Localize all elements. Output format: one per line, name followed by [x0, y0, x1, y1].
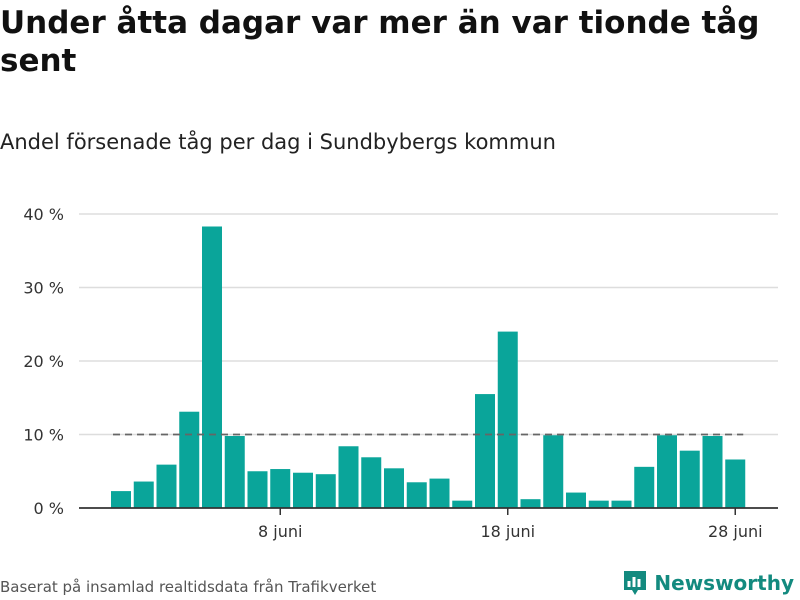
y-tick-label: 10 % [23, 426, 64, 445]
bar [133, 481, 154, 508]
x-tick-label: 28 juni [708, 522, 763, 541]
bar [338, 446, 359, 508]
newsworthy-logo-icon [624, 571, 647, 595]
bar [497, 331, 518, 508]
chart-title: Under åtta dagar var mer än var tionde t… [0, 5, 760, 79]
y-tick-label: 0 % [34, 499, 64, 518]
bar [293, 472, 313, 508]
chart-subtitle: Andel försenade tåg per dag i Sundbyberg… [0, 130, 556, 154]
bar [588, 500, 609, 508]
bar [406, 482, 427, 508]
bar [247, 471, 268, 508]
bar [270, 469, 291, 508]
y-tick-label: 40 % [23, 205, 64, 224]
bar-chart: 0 % 10 % 20 % 30 % 40 % 8 juni 18 juni 28 juni [23, 205, 778, 541]
bar [702, 435, 723, 508]
bar [429, 478, 450, 508]
bar [611, 500, 632, 508]
x-tick-label: 18 juni [480, 522, 535, 541]
bar [566, 492, 586, 508]
bar [224, 435, 245, 508]
bar [657, 435, 677, 508]
x-tick-label: 8 juni [258, 522, 302, 541]
bar [475, 394, 495, 508]
brand-name: Newsworthy [654, 571, 794, 595]
bar [202, 226, 222, 508]
bar [634, 466, 655, 508]
bar [520, 499, 541, 508]
y-tick-label: 30 % [23, 279, 64, 298]
bar [452, 500, 473, 508]
brand-logo: Newsworthy [622, 568, 794, 598]
bar [543, 435, 564, 508]
source-note: Baserat på insamlad realtidsdata från Tr… [0, 578, 377, 596]
bar [384, 468, 404, 508]
bar [725, 459, 746, 508]
bar [111, 491, 131, 508]
bar [156, 464, 177, 508]
bar [679, 450, 700, 508]
bar [361, 457, 382, 508]
bar [179, 411, 200, 508]
y-tick-label: 20 % [23, 352, 64, 371]
bar [315, 474, 336, 508]
